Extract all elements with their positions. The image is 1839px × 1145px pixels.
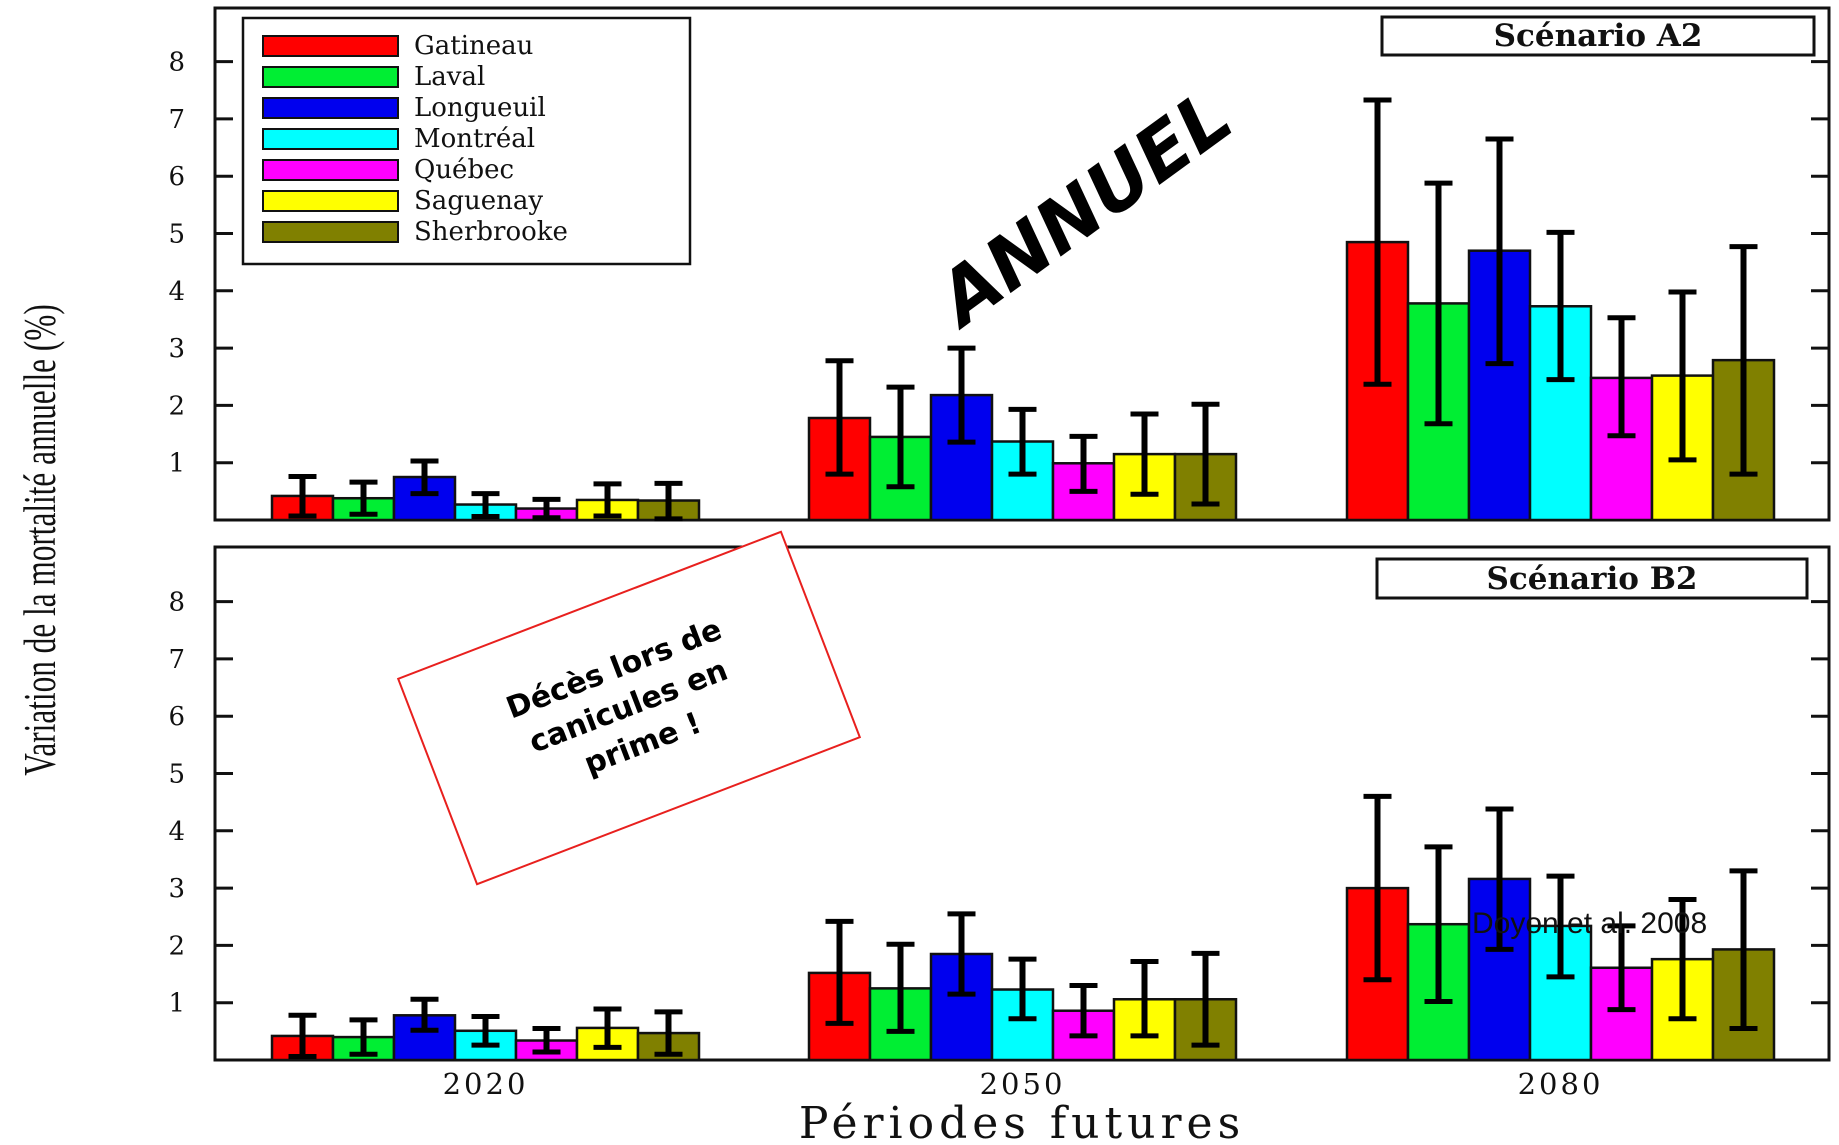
y-tick-label: 2 [168,391,185,421]
y-axis-ticks: 1 2 3 4 5 6 7 8 [168,48,1829,520]
y-tick-label: 1 [168,449,185,479]
legend-label: Sherbrooke [414,217,568,247]
scenario-label: Scénario B2 [1487,561,1698,597]
legend-swatch [262,159,399,181]
y-tick-label: 3 [168,874,185,904]
legend-items: GatineauLavalLongueuilMontréalQuébecSagu… [262,31,568,247]
y-tick-label: 7 [168,105,185,135]
scenario-label: Scénario A2 [1494,18,1703,54]
scenario-box: Scénario A2 [1380,15,1816,57]
legend-swatch [262,66,399,88]
annuel-overlay: ANNUEL [919,73,1248,345]
callout-box: Décès lors de canicules en prime ! [396,530,862,886]
legend-swatch [262,190,399,212]
y-tick-label: 4 [168,277,185,307]
x-axis-tick-labels: 2020 2050 2080 [443,1067,1604,1101]
x-tick-label: 2080 [1518,1067,1604,1101]
legend-label: Laval [414,62,485,92]
scenario-box-frame [1375,557,1809,600]
legend-label: Québec [414,155,514,185]
x-tick-label: 2020 [443,1067,529,1101]
legend-label: Montréal [414,124,535,154]
legend-label: Longueuil [414,93,546,123]
x-axis-label: Périodes futures [799,1098,1245,1145]
y-axis-ticks: 1 2 3 4 5 6 7 8 [168,588,1829,1060]
legend: GatineauLavalLongueuilMontréalQuébecSagu… [241,16,692,266]
error-bars [288,793,1758,1060]
y-tick-label: 7 [168,645,185,675]
legend-label: Saguenay [414,186,543,216]
legend-swatch [262,97,399,119]
y-axis-label: Variation de la mortalité annuelle (%) [14,304,65,776]
y-tick-label: 8 [168,588,185,618]
x-tick-label: 2050 [980,1067,1066,1101]
legend-swatch [262,128,399,150]
y-tick-label: 5 [168,760,185,790]
y-tick-label: 6 [168,162,185,192]
y-tick-label: 5 [168,220,185,250]
y-tick-label: 8 [168,48,185,78]
panel-scenario-b2: 1 2 3 4 5 6 7 8 Scénario B2 [168,545,1831,1062]
error-bars [288,97,1758,522]
scenario-box: Scénario B2 [1375,557,1809,600]
panel-scenario-a2: 1 2 3 4 5 6 7 8 Scénario A2 GatineauLavalLongue… [168,6,1831,522]
y-tick-label: 6 [168,702,185,732]
credit-text: Doyon et al. 2008 [1472,907,1707,940]
legend-swatch [262,221,399,243]
y-tick-label: 1 [168,989,185,1019]
bar [990,988,1055,1062]
callout-frame [396,530,862,886]
y-tick-label: 4 [168,817,185,847]
y-tick-label: 2 [168,931,185,961]
y-tick-label: 3 [168,334,185,364]
scenario-box-frame [1380,15,1816,57]
legend-swatch [262,35,399,57]
legend-label: Gatineau [414,31,533,61]
